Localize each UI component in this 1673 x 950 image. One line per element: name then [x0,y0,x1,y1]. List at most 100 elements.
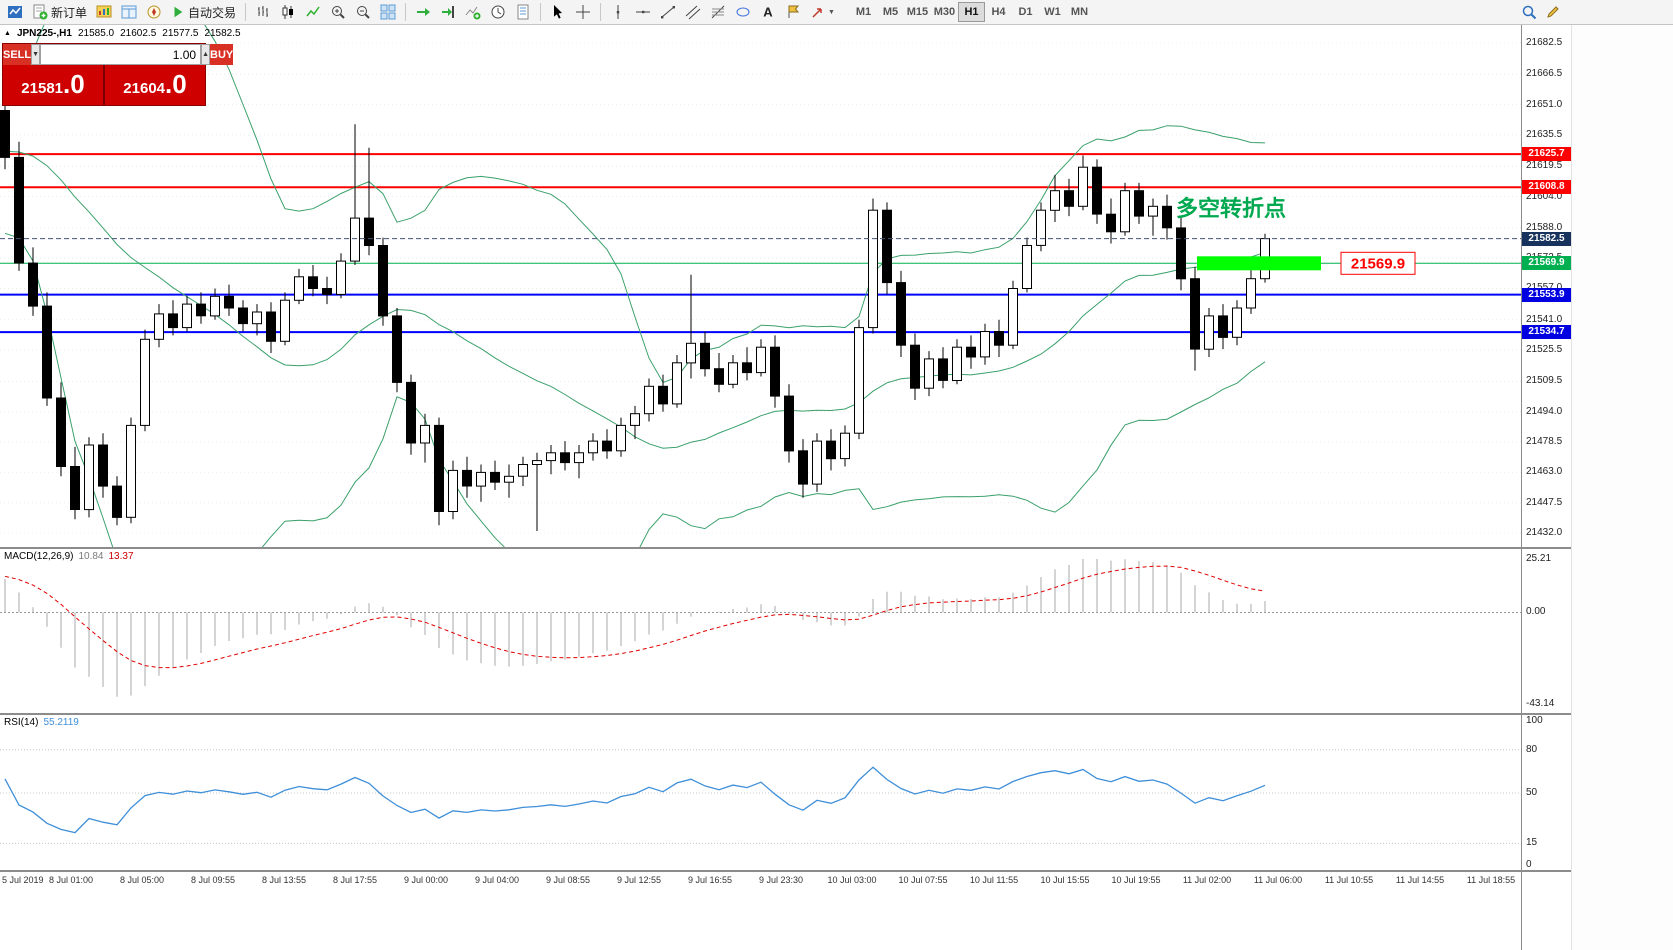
new-order-button[interactable]: 新订单 [28,1,91,23]
volume-increase-button[interactable]: ▲ [201,44,210,65]
macd-signal-value: 13.37 [108,551,134,562]
rsi-panel[interactable]: RSI(14) 55.2119 [0,715,1521,870]
price-tick: 21494.0 [1526,406,1563,417]
cursor-tool-button[interactable] [546,1,570,23]
rsi-scale-value: 50 [1526,787,1538,798]
time-label: 10 Jul 07:55 [898,875,948,885]
navigator-icon[interactable] [142,1,166,23]
chart-shift-button[interactable] [436,1,460,23]
indicators-button[interactable] [461,1,485,23]
time-axis[interactable]: 5 Jul 2019 8 Jul 01:00 8 Jul 05:00 8 Jul 09… [0,872,1521,890]
ohlc-close: 21582.5 [204,28,241,39]
auto-trading-button[interactable]: 自动交易 [167,1,240,23]
price-callout-box[interactable] [1340,251,1416,275]
time-label: 9 Jul 12:55 [616,875,662,885]
price-tag: 21608.8 [1522,180,1571,194]
toolbar-separator [405,3,407,21]
horizontal-line-tool[interactable] [631,1,655,23]
panel-divider[interactable] [0,870,1521,872]
time-label: 8 Jul 13:55 [261,875,307,885]
timeframe-m15-button[interactable]: M15 [906,6,929,18]
price-callout-text: 21569.9 [1351,255,1405,272]
toolbar-separator [540,3,542,21]
templates-button[interactable] [511,1,535,23]
main-chart-panel[interactable]: 多空转折点 21569.9 ▲ JPN225-,H1 21585.0 21602.… [0,25,1521,547]
price-tag: 21553.9 [1522,288,1571,302]
buy-button[interactable]: BUY [210,44,234,65]
bar-chart-type-button[interactable] [251,1,275,23]
timeframe-m1-button[interactable]: M1 [855,6,872,18]
candlestick-type-button[interactable] [276,1,300,23]
crosshair-tool-button[interactable] [571,1,595,23]
time-label: 11 Jul 02:00 [1182,875,1232,885]
sell-price-display[interactable]: 21581.0 [3,65,103,105]
rsi-label: RSI(14) 55.2119 [4,717,79,728]
panel-divider[interactable] [0,547,1521,549]
time-label: 11 Jul 06:00 [1253,875,1303,885]
timeframe-w1-button[interactable]: W1 [1044,6,1061,18]
time-label: 10 Jul 11:55 [969,875,1019,885]
svg-text:A: A [763,5,773,20]
ohlc-high: 21602.5 [120,28,157,39]
arrows-tool-dropdown[interactable]: ▼ [806,1,839,23]
channel-tool[interactable] [681,1,705,23]
timeframe-group: M1 M5 M15 M30 H1 H4 D1 W1 MN [850,2,1093,22]
timeframe-m30-button[interactable]: M30 [933,6,956,18]
time-label: 8 Jul 05:00 [119,875,165,885]
time-label: 8 Jul 17:55 [332,875,378,885]
main-chart-canvas[interactable]: 多空转折点 21569.9 [0,25,1521,547]
price-tick: 21557.0 [1526,282,1562,294]
timeframe-m5-button[interactable]: M5 [882,6,899,18]
one-click-trading-widget: SELL ▼ ▲ BUY 21581.0 21604.0 [2,43,234,106]
macd-panel[interactable]: MACD(12,26,9) 10.84 13.37 [0,549,1521,713]
price-tick: 21682.5 [1526,37,1563,48]
time-label: 9 Jul 08:55 [545,875,591,885]
zoom-out-button[interactable] [351,1,375,23]
volume-input[interactable] [40,44,202,65]
zoom-in-button[interactable] [326,1,350,23]
sell-button[interactable]: SELL [3,44,32,65]
buy-price-display[interactable]: 21604.0 [105,65,205,105]
tile-windows-button[interactable] [376,1,400,23]
toolbar-separator [245,3,247,21]
market-watch-icon[interactable] [117,1,141,23]
time-label: 10 Jul 19:55 [1111,875,1161,885]
text-label-tool[interactable] [781,1,805,23]
search-zoom-icon[interactable] [1517,1,1541,23]
macd-scale-value: 25.21 [1526,553,1552,564]
fibonacci-tool[interactable] [706,1,730,23]
rsi-line [4,766,1266,834]
auto-scroll-button[interactable] [411,1,435,23]
shapes-tool[interactable] [731,1,755,23]
right-filler [1571,25,1673,950]
timeframe-d1-button[interactable]: D1 [1018,6,1033,18]
time-label: 10 Jul 03:00 [827,875,877,885]
price-tick: 21666.5 [1526,68,1563,79]
collapse-triangle-icon[interactable]: ▲ [4,30,11,37]
macd-signal-line [4,565,1266,669]
app-icon [3,1,27,23]
new-chart-icon[interactable] [92,1,116,23]
symbol-name: JPN225-,H1 [16,28,72,39]
trendline-tool[interactable] [656,1,680,23]
vertical-line-tool[interactable] [606,1,630,23]
macd-scale-value: -43.14 [1526,698,1555,709]
bottom-filler [0,890,1521,950]
price-scale[interactable]: 21682.5 21666.5 21651.0 21635.5 21619.5 21604… [1521,25,1571,950]
ohlc-open: 21585.0 [77,28,115,39]
timeframe-h1-button[interactable]: H1 [957,2,985,22]
bollinger-middle [4,150,1266,449]
panel-divider[interactable] [0,713,1521,715]
turning-point-annotation[interactable]: 多空转折点 [1176,196,1286,221]
line-chart-type-button[interactable] [301,1,325,23]
timeframe-h4-button[interactable]: H4 [991,6,1006,18]
periods-button[interactable] [486,1,510,23]
time-label: 5 Jul 2019 [2,875,44,885]
timeframe-mn-button[interactable]: MN [1070,6,1089,18]
text-tool[interactable]: A [756,1,780,23]
edit-pencil-icon[interactable] [1541,1,1565,23]
highlight-rect[interactable] [1197,256,1321,271]
volume-decrease-button[interactable]: ▼ [31,44,41,65]
symbol-bar: ▲ JPN225-,H1 21585.0 21602.5 21577.5 215… [4,28,241,39]
time-label: 8 Jul 01:00 [48,875,94,885]
